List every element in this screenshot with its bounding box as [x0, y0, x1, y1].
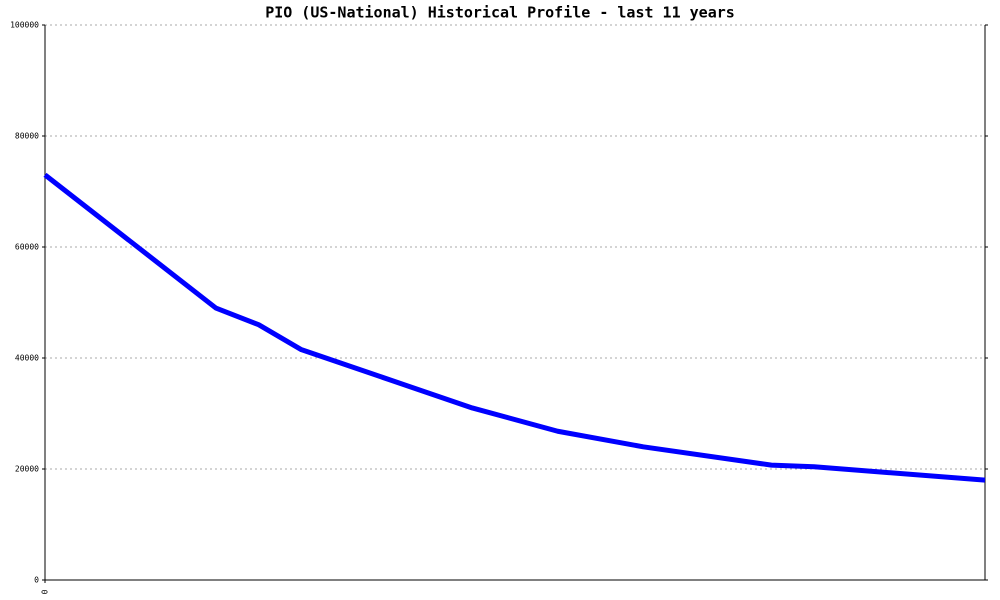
y-tick-label: 0: [34, 576, 39, 585]
y-tick-label: 100000: [10, 21, 39, 30]
y-tick-label: 20000: [15, 465, 39, 474]
chart-title: PIO (US-National) Historical Profile - l…: [265, 4, 735, 22]
data-line: [43, 172, 986, 483]
y-tick-label: 60000: [15, 243, 39, 252]
y-tick-label: 40000: [15, 354, 39, 363]
y-tick-label: 80000: [15, 132, 39, 141]
x-tick-label: 0: [41, 589, 50, 594]
